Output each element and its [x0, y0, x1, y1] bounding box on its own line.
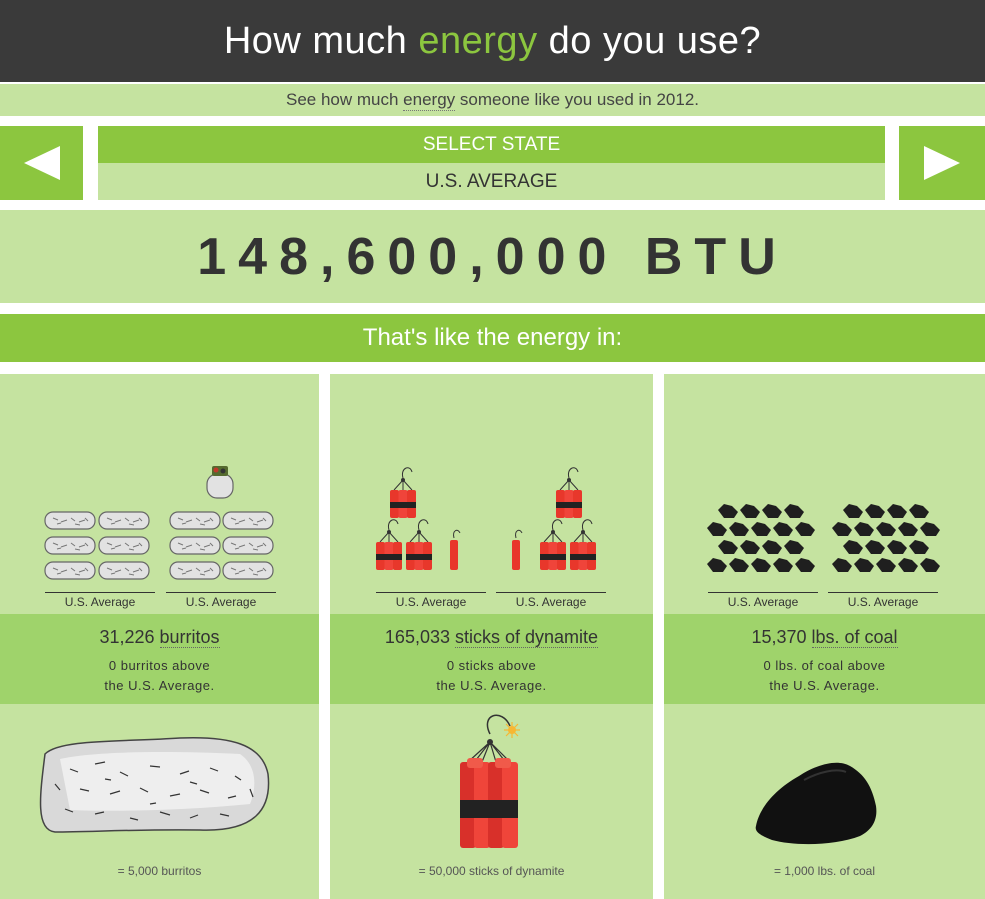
coal-diff-line2: the U.S. Average.	[769, 678, 880, 693]
coal-unit[interactable]: lbs. of coal	[811, 627, 898, 648]
next-state-button[interactable]	[899, 126, 985, 200]
burritos-equivalence: = 5,000 burritos	[117, 864, 202, 878]
subtitle-energy-link[interactable]: energy	[403, 89, 456, 111]
coal-count: 15,370 lbs. of coal	[664, 627, 985, 648]
burritos-count: 31,226 burritos	[0, 627, 319, 648]
burritos-unit[interactable]: burritos	[159, 627, 220, 648]
burrito-comparison-graphic	[44, 466, 274, 580]
burritos-count-value: 31,226	[99, 627, 155, 647]
dynamite-icon	[375, 467, 597, 571]
arrow-left-icon	[23, 146, 60, 180]
title-accent: energy	[418, 19, 538, 62]
burritos-difference: 0 burritos above the U.S. Average.	[0, 656, 319, 696]
dynamite-card: U.S. Average U.S. Average 165,033 sticks…	[330, 374, 653, 899]
title-text: How much	[223, 19, 419, 62]
dynamite-count: 165,033 sticks of dynamite	[330, 627, 653, 648]
coal-right-label: U.S. Average	[828, 592, 938, 609]
dynamite-left-label: U.S. Average	[376, 592, 486, 609]
burritos-diff-line2: the U.S. Average.	[104, 678, 215, 693]
burritos-diff-line1: 0 burritos above	[108, 658, 211, 673]
large-coal-icon	[755, 762, 877, 845]
dynamite-stats: 165,033 sticks of dynamite 0 sticks abov…	[330, 614, 653, 704]
large-dynamite-icon	[460, 714, 520, 848]
coal-count-value: 15,370	[751, 627, 807, 647]
dynamite-difference: 0 sticks above the U.S. Average.	[330, 656, 653, 696]
coal-card: U.S. Average U.S. Average 15,370 lbs. of…	[664, 374, 985, 899]
burritos-card: U.S. Average U.S. Average 31,226 burrito…	[0, 374, 319, 899]
large-burrito-icon	[39, 736, 270, 833]
dynamite-diff-line2: the U.S. Average.	[436, 678, 547, 693]
coal-equivalence: = 1,000 lbs. of coal	[773, 864, 876, 878]
dynamite-diff-line1: 0 sticks above	[446, 658, 537, 673]
comparison-banner: That's like the energy in:	[0, 314, 985, 362]
total-energy: 148,600,000 BTU	[0, 210, 985, 303]
subtitle: See how much energy someone like you use…	[0, 84, 985, 116]
title-text-end: do you use?	[537, 19, 762, 62]
dynamite-unit[interactable]: sticks of dynamite	[455, 627, 599, 648]
coal-icon	[707, 504, 940, 572]
page-title: How much energy do you use?	[224, 20, 761, 63]
page-header: How much energy do you use?	[0, 0, 985, 82]
coal-left-label: U.S. Average	[708, 592, 818, 609]
dynamite-right-label: U.S. Average	[496, 592, 606, 609]
select-state-button[interactable]: SELECT STATE	[98, 126, 885, 163]
coal-stats: 15,370 lbs. of coal 0 lbs. of coal above…	[664, 614, 985, 704]
subtitle-text: See how much	[285, 90, 399, 109]
arrow-right-icon	[924, 146, 960, 180]
burritos-left-label: U.S. Average	[45, 592, 155, 609]
prev-state-button[interactable]	[0, 126, 83, 200]
dynamite-count-value: 165,033	[384, 627, 450, 647]
subtitle-text-end: someone like you used in 2012.	[459, 90, 699, 109]
dynamite-equivalence: = 50,000 sticks of dynamite	[418, 864, 565, 878]
burritos-right-label: U.S. Average	[166, 592, 276, 609]
coal-difference: 0 lbs. of coal above the U.S. Average.	[664, 656, 985, 696]
coal-diff-line1: 0 lbs. of coal above	[763, 658, 886, 673]
burrito-icon	[44, 466, 274, 580]
burritos-stats: 31,226 burritos 0 burritos above the U.S…	[0, 614, 319, 704]
current-state: U.S. AVERAGE	[98, 163, 885, 200]
